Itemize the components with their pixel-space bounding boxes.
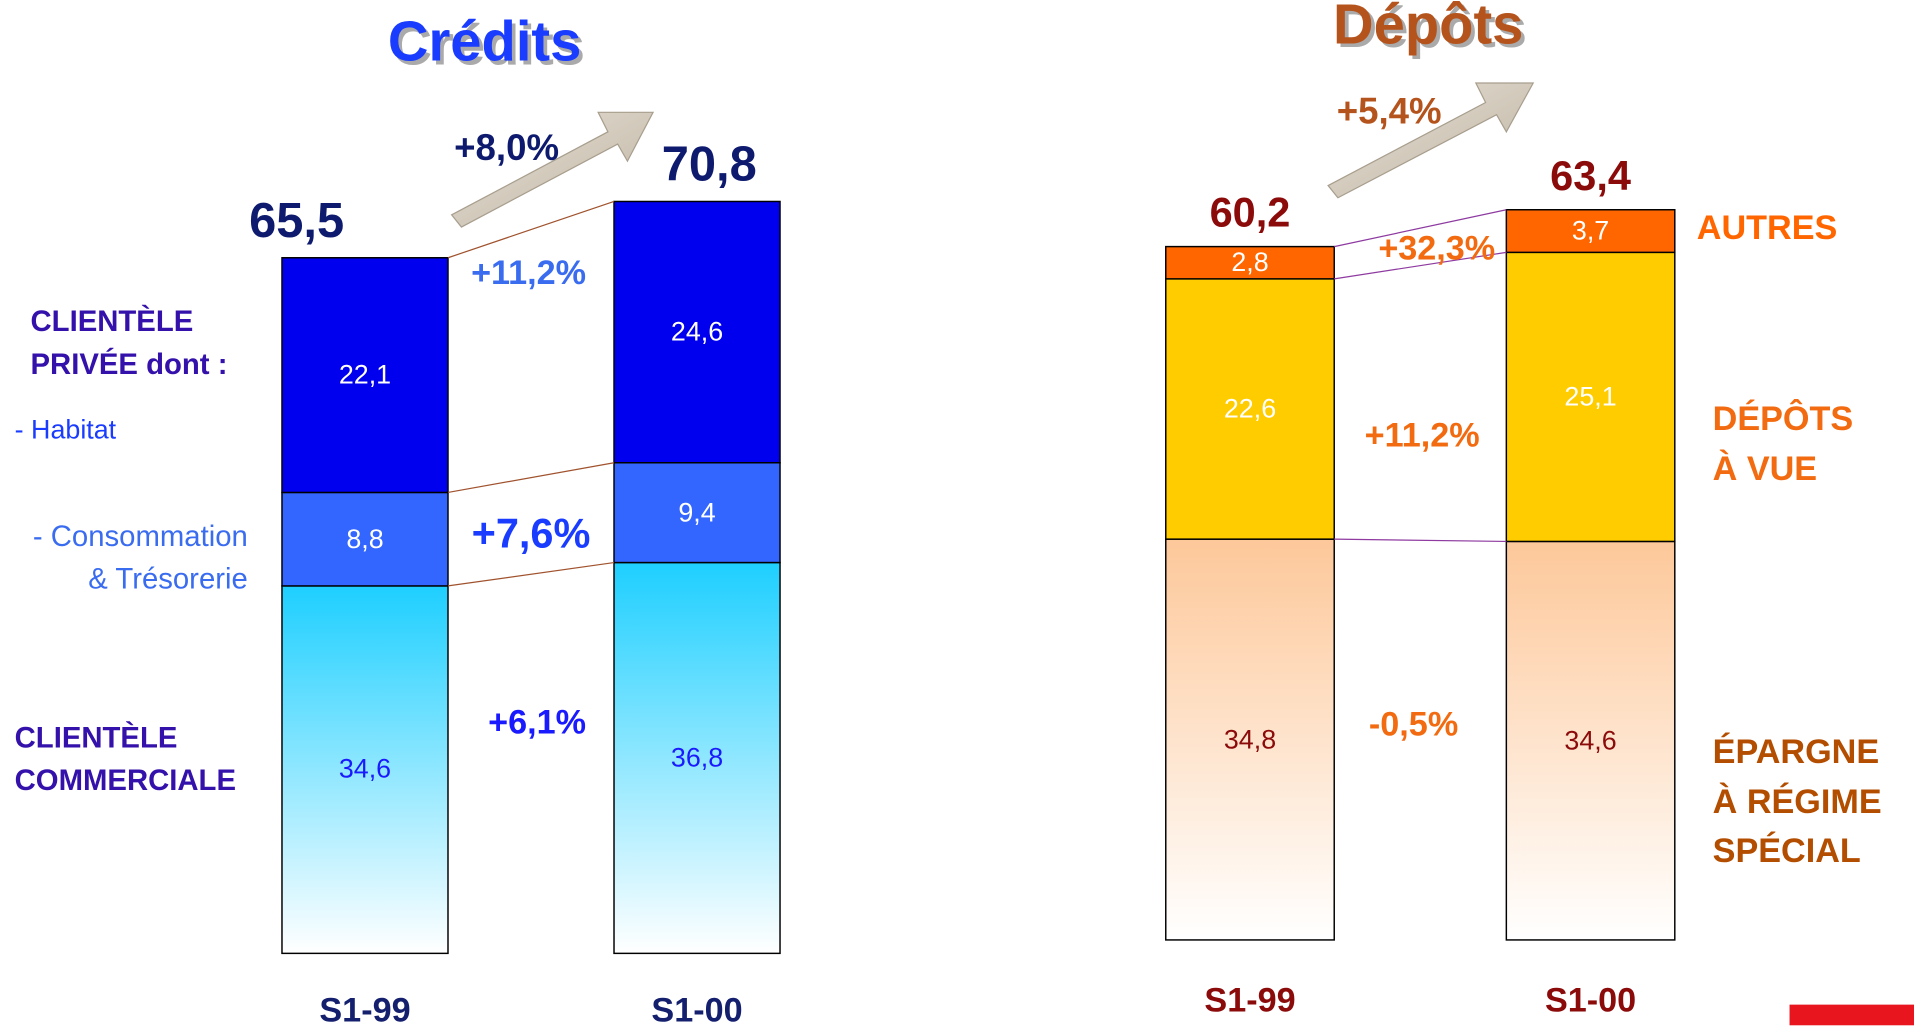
legend-label: - Consommation & Trésorerie: [32, 520, 248, 596]
chart-title: Crédits: [387, 9, 582, 73]
total-label: 60,2: [1209, 189, 1291, 237]
bar-segment: [1165, 245, 1335, 280]
bar-segment: [1165, 278, 1335, 540]
growth-label: +32,3%: [1378, 229, 1496, 267]
connector: [1334, 209, 1507, 248]
connector: [447, 561, 615, 587]
value-label: 22,6: [1223, 393, 1277, 424]
connector: [1334, 538, 1507, 543]
bar-segment: [1505, 209, 1676, 254]
growth-label: +11,2%: [471, 253, 587, 292]
value-label: 8,8: [346, 523, 384, 554]
bar-segment: [613, 200, 781, 464]
value-label: 24,6: [670, 316, 724, 347]
growth-label: -0,5%: [1368, 705, 1459, 744]
category-label: S1-00: [651, 990, 743, 1029]
value-label: 36,8: [670, 742, 724, 773]
bar-segment: [613, 461, 781, 564]
legend-label: - Habitat: [14, 413, 117, 445]
value-label: 34,6: [1564, 724, 1617, 756]
value-label: 9,4: [678, 496, 716, 528]
legend-label: CLIENTÈLE COMMERCIALE: [14, 721, 236, 798]
value-label: 22,1: [338, 359, 392, 390]
bar-segment: [1165, 538, 1335, 941]
value-label: 3,7: [1571, 215, 1610, 246]
connector: [447, 462, 615, 494]
category-label: S1-99: [1204, 981, 1296, 1019]
overall-growth: +5,4%: [1336, 91, 1442, 133]
legend-label: AUTRES: [1696, 208, 1838, 247]
value-label: 34,8: [1223, 723, 1277, 755]
growth-label: +6,1%: [488, 702, 587, 741]
category-label: S1-00: [1544, 981, 1637, 1019]
category-label: S1-99: [319, 990, 411, 1029]
bar-segment: [281, 585, 449, 955]
connector: [1334, 251, 1507, 280]
connector: [447, 200, 615, 259]
bar-segment: [281, 257, 449, 494]
chart-title: Dépôts: [1333, 0, 1524, 56]
growth-label: +7,6%: [471, 510, 591, 558]
growth-arrow: [450, 111, 655, 228]
legend-label: ÉPARGNE À RÉGIME SPÉCIAL: [1712, 732, 1882, 870]
value-label: 34,6: [338, 753, 392, 785]
value-label: 25,1: [1564, 381, 1617, 412]
growth-label: +11,2%: [1364, 415, 1480, 454]
bar-segment: [1505, 540, 1676, 941]
corner-mark: [1789, 1004, 1914, 1026]
total-label: 70,8: [661, 137, 757, 192]
growth-arrow: [1327, 82, 1535, 199]
value-label: 2,8: [1231, 246, 1269, 278]
bar-segment: [1505, 251, 1676, 543]
legend-label: DÉPÔTS À VUE: [1712, 399, 1854, 488]
total-label: 65,5: [249, 194, 345, 248]
bar-segment: [613, 561, 781, 955]
total-label: 63,4: [1550, 153, 1631, 200]
overall-growth: +8,0%: [454, 128, 560, 169]
annotation: CLIENTÈLE PRIVÉE dont :: [30, 305, 228, 381]
